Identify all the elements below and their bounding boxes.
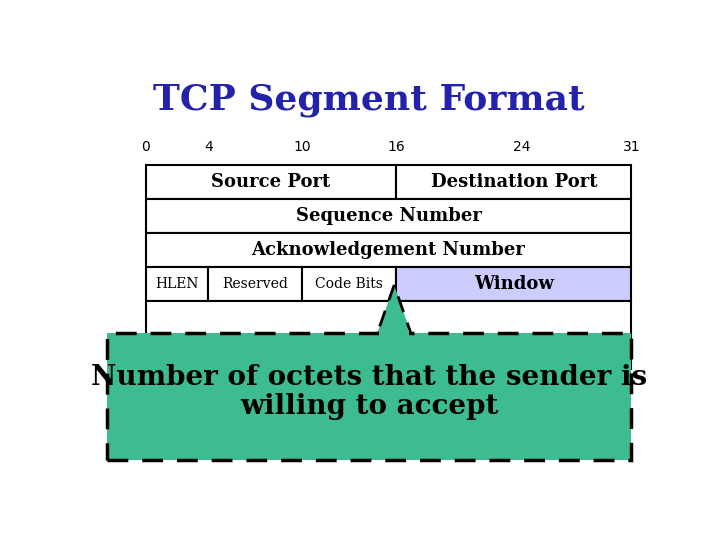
Polygon shape (377, 285, 411, 333)
Bar (145, 267, 209, 301)
Bar (145, 233, 631, 267)
Bar (145, 199, 631, 233)
Bar (145, 165, 396, 199)
Text: 16: 16 (387, 140, 405, 154)
Bar (396, 335, 631, 369)
Bar (396, 267, 631, 301)
Bar (396, 301, 631, 335)
Text: 31: 31 (623, 140, 640, 154)
Text: Destination Port: Destination Port (431, 173, 597, 191)
Bar (209, 267, 302, 301)
Text: Window: Window (474, 275, 554, 293)
Text: Reserved: Reserved (222, 277, 288, 291)
Text: Code Bits: Code Bits (315, 277, 383, 291)
Text: 4: 4 (204, 140, 213, 154)
Bar (379, 330, 409, 336)
Bar (145, 301, 396, 335)
Text: Acknowledgement Number: Acknowledgement Number (251, 241, 526, 259)
Text: willing to accept: willing to accept (240, 393, 498, 420)
Text: 10: 10 (294, 140, 311, 154)
Text: Number of octets that the sender is: Number of octets that the sender is (91, 364, 647, 391)
Bar (107, 333, 631, 460)
Text: 24: 24 (513, 140, 531, 154)
Bar (302, 267, 396, 301)
Text: HLEN: HLEN (156, 277, 199, 291)
Bar (145, 335, 396, 369)
Bar (107, 333, 631, 460)
Text: 0: 0 (141, 140, 150, 154)
Bar (396, 165, 631, 199)
Text: Source Port: Source Port (212, 173, 330, 191)
Text: Sequence Number: Sequence Number (296, 207, 482, 225)
Text: TCP Segment Format: TCP Segment Format (153, 83, 585, 117)
